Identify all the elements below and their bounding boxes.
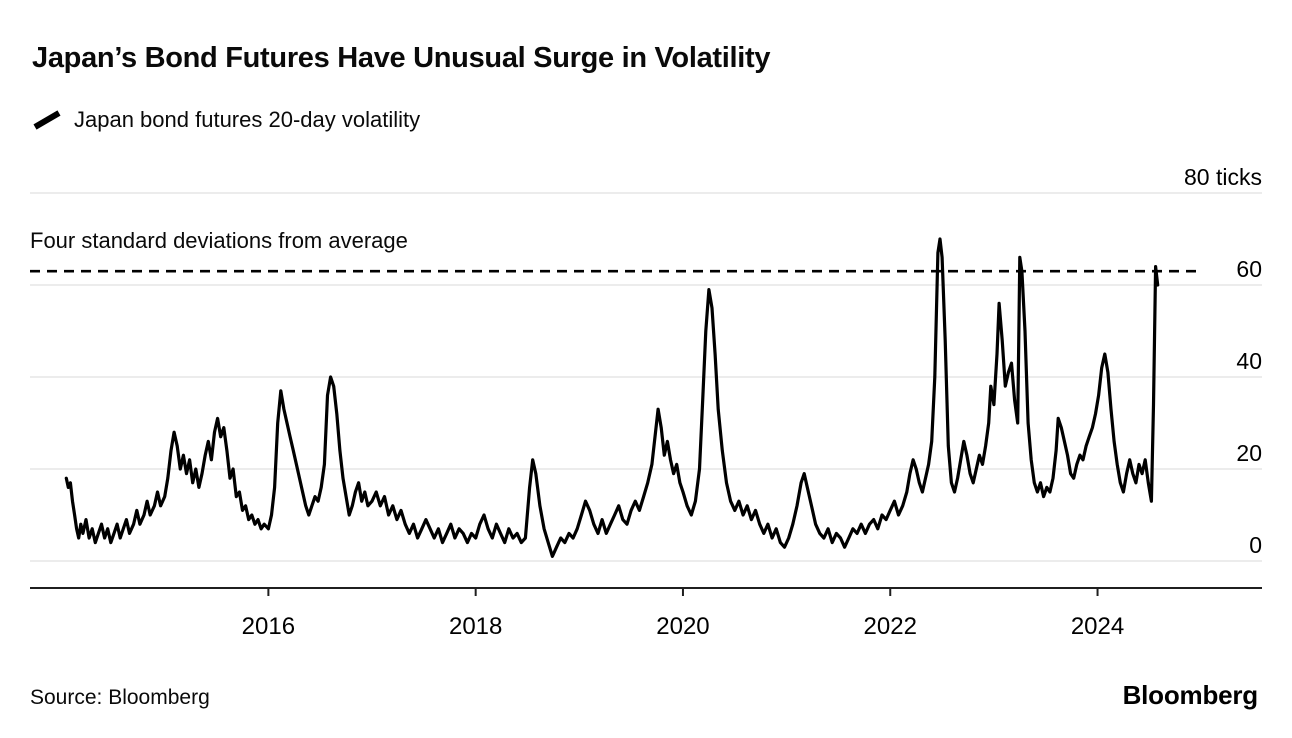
- line-series-swatch-icon: [32, 110, 62, 130]
- x-tick-label: 2020: [656, 613, 709, 640]
- y-tick-label: 0: [1249, 532, 1262, 558]
- chart-legend: Japan bond futures 20-day volatility: [32, 107, 420, 133]
- y-tick-label: 80 ticks: [1184, 164, 1262, 190]
- y-tick-label: 40: [1236, 348, 1262, 374]
- x-tick-label: 2024: [1071, 613, 1124, 640]
- source-credit: Source: Bloomberg: [30, 686, 210, 709]
- chart-title: Japan’s Bond Futures Have Unusual Surge …: [32, 42, 771, 74]
- legend-label: Japan bond futures 20-day volatility: [74, 107, 421, 132]
- y-tick-label: 60: [1236, 256, 1262, 282]
- bloomberg-logo: Bloomberg: [1122, 680, 1259, 710]
- y-tick-label: 20: [1236, 440, 1262, 466]
- volatility-series-line: [64, 237, 1160, 559]
- x-tick-label: 2022: [864, 613, 917, 640]
- threshold-annotation: Four standard deviations from average: [30, 228, 408, 253]
- x-tick-label: 2018: [449, 613, 502, 640]
- x-tick-label: 2016: [242, 613, 295, 640]
